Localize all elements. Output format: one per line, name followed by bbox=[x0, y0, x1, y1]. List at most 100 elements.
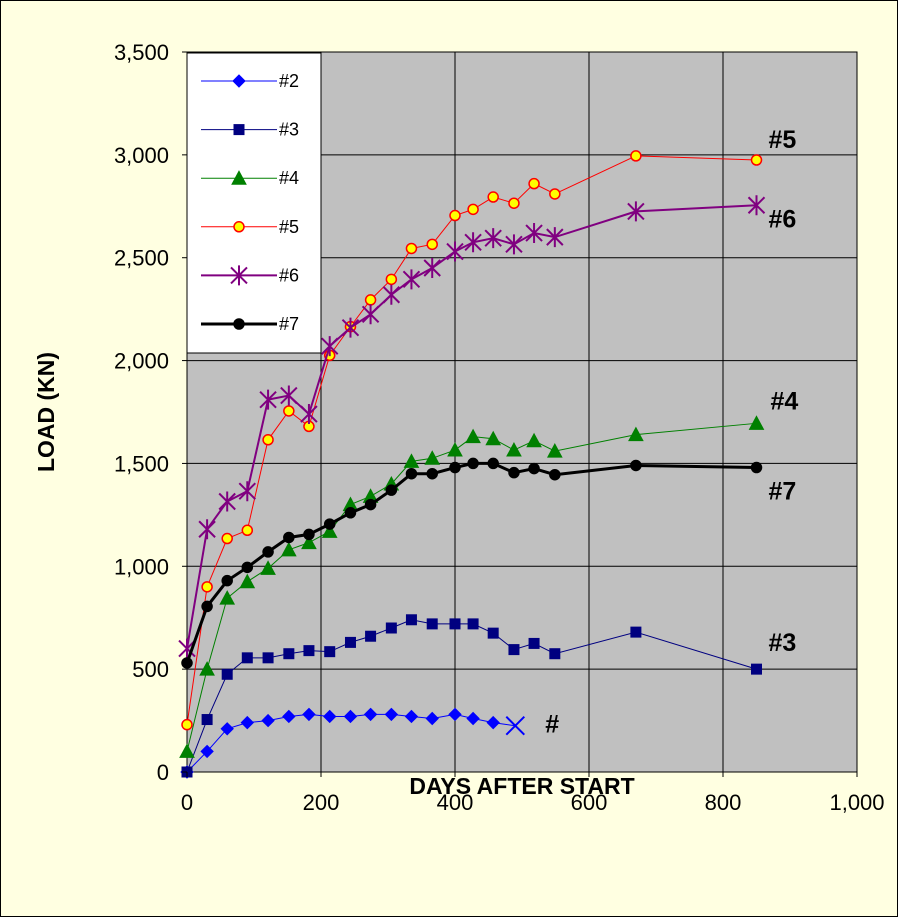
data-point bbox=[218, 491, 236, 512]
legend-item: #7 bbox=[201, 314, 299, 334]
data-point bbox=[426, 467, 438, 480]
data-point bbox=[751, 663, 762, 675]
data-point bbox=[487, 627, 499, 639]
data-point bbox=[262, 652, 274, 664]
data-point bbox=[323, 709, 337, 724]
legend-marker bbox=[232, 74, 246, 88]
data-point bbox=[628, 426, 644, 442]
data-point bbox=[467, 203, 479, 216]
data-point bbox=[178, 638, 196, 659]
data-point bbox=[467, 618, 479, 630]
data-point bbox=[261, 713, 275, 728]
data-point bbox=[449, 461, 461, 474]
data-point bbox=[283, 531, 295, 544]
data-point bbox=[363, 707, 378, 722]
legend-marker bbox=[233, 318, 245, 330]
data-point bbox=[201, 600, 213, 613]
legend-label: #6 bbox=[279, 265, 299, 285]
data-point bbox=[303, 645, 315, 657]
end-labels: # #3 #4 #5 #6 #7 bbox=[545, 126, 798, 739]
legend-box bbox=[186, 52, 322, 354]
data-point bbox=[630, 626, 642, 638]
data-point bbox=[384, 707, 399, 722]
data-point bbox=[344, 636, 356, 648]
data-point bbox=[262, 434, 274, 446]
data-point bbox=[747, 195, 766, 216]
data-point bbox=[486, 715, 500, 730]
data-point bbox=[508, 197, 520, 209]
data-point bbox=[446, 241, 464, 262]
data-point bbox=[402, 269, 421, 290]
data-point bbox=[525, 223, 543, 244]
y-tick-label: 3,000 bbox=[114, 143, 169, 168]
end-label: # bbox=[545, 711, 559, 739]
data-point bbox=[465, 428, 481, 444]
data-point bbox=[365, 630, 377, 642]
data-point bbox=[364, 498, 377, 511]
data-point bbox=[487, 457, 499, 470]
legend-item: #4 bbox=[201, 168, 299, 188]
x-tick-label: 400 bbox=[437, 790, 474, 815]
data-point bbox=[405, 242, 418, 255]
y-tick-label: 500 bbox=[132, 657, 169, 682]
data-point bbox=[341, 317, 360, 338]
data-point bbox=[259, 389, 277, 410]
legend-marker bbox=[231, 170, 247, 185]
y-tick-label: 2,500 bbox=[114, 246, 169, 271]
data-point bbox=[485, 430, 502, 446]
data-point bbox=[528, 637, 540, 649]
data-point bbox=[302, 707, 316, 722]
data-point bbox=[385, 484, 398, 496]
legend-item: #2 bbox=[201, 71, 299, 91]
legend-item: #6 bbox=[201, 265, 299, 286]
legend-marker bbox=[233, 221, 245, 233]
data-point bbox=[241, 652, 253, 664]
data-point bbox=[448, 707, 462, 722]
legend-label: #5 bbox=[279, 217, 299, 237]
data-point bbox=[526, 432, 542, 448]
data-point bbox=[282, 709, 296, 724]
data-point bbox=[748, 415, 765, 430]
data-point bbox=[630, 150, 642, 162]
data-point bbox=[238, 481, 257, 502]
data-point bbox=[364, 294, 377, 306]
data-point bbox=[201, 714, 213, 726]
data-point bbox=[404, 709, 419, 724]
end-label: #3 bbox=[769, 629, 797, 657]
data-point bbox=[750, 461, 763, 474]
data-point bbox=[403, 453, 420, 468]
data-point bbox=[201, 581, 213, 593]
data-point bbox=[382, 284, 401, 305]
data-point bbox=[303, 528, 315, 541]
x-axis-title: DAYS AFTER START bbox=[409, 773, 634, 799]
data-point bbox=[343, 709, 358, 724]
data-point bbox=[179, 743, 195, 758]
data-point bbox=[546, 443, 563, 458]
data-point bbox=[449, 618, 461, 630]
data-point bbox=[630, 459, 642, 472]
data-point bbox=[424, 450, 441, 465]
data-point bbox=[466, 711, 480, 726]
x-tick-label: 0 bbox=[181, 790, 193, 815]
data-point bbox=[426, 618, 438, 630]
legend-label: #2 bbox=[279, 71, 299, 91]
data-point bbox=[528, 177, 540, 190]
y-tick-label: 1,500 bbox=[114, 451, 169, 476]
data-point bbox=[505, 234, 523, 255]
y-tick-label: 1,000 bbox=[114, 554, 169, 579]
data-point bbox=[280, 385, 298, 406]
data-point bbox=[200, 744, 214, 759]
data-point bbox=[549, 468, 561, 481]
legend-marker bbox=[233, 124, 245, 136]
gridlines bbox=[187, 52, 857, 772]
end-label: #6 bbox=[769, 205, 797, 233]
data-point bbox=[385, 622, 397, 634]
data-point bbox=[528, 462, 540, 475]
end-label: #5 bbox=[769, 126, 797, 154]
data-point bbox=[240, 715, 255, 730]
data-point bbox=[484, 228, 502, 249]
legend-item: #3 bbox=[201, 120, 299, 140]
data-point bbox=[426, 238, 438, 251]
data-point bbox=[321, 523, 338, 538]
